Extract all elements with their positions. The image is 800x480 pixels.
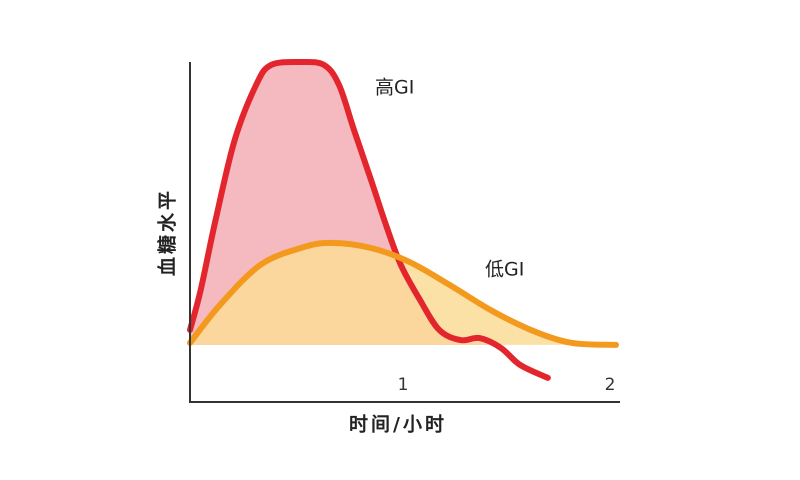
x-tick-label: 2 — [605, 375, 616, 395]
series-line — [187, 58, 551, 381]
fills — [190, 61, 616, 345]
y-axis-label: 血糖水平 — [156, 188, 179, 276]
series-label: 高GI — [375, 77, 414, 99]
x-axis-label: 时间/小时 — [349, 414, 447, 436]
series-line — [187, 239, 619, 348]
area-fill — [190, 242, 616, 345]
series-label: 低GI — [485, 259, 524, 281]
x-tick-label: 1 — [398, 375, 409, 395]
lines — [187, 58, 619, 381]
